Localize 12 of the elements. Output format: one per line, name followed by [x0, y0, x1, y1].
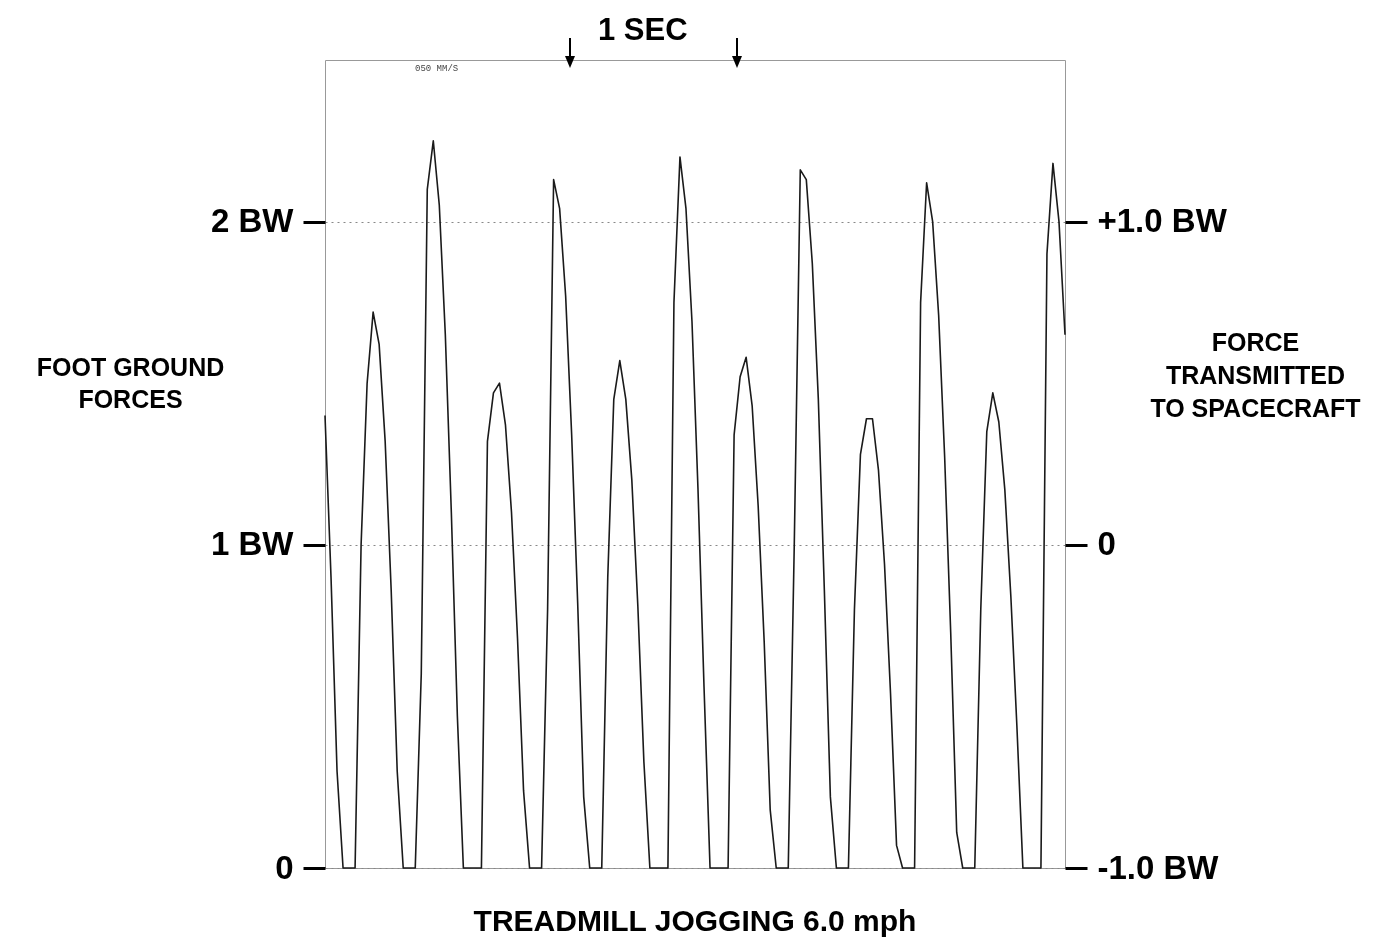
line-series [324, 140, 1066, 869]
annotation: 050 MM/S [415, 64, 459, 74]
y-tick-label: 1 BW [211, 525, 295, 563]
text: TREADMILL JOGGING 6.0 mph [473, 904, 917, 937]
y-tick-label: 2 BW [211, 202, 295, 240]
y-tick-label: 0 [275, 848, 294, 886]
y2-tick-label: -1.0 BW [1097, 848, 1220, 886]
y2-axis-title: FORCE TRANSMITTED TO SPACECRAFT [1150, 327, 1361, 422]
y2-tick-label: 0 [1097, 525, 1116, 563]
text: 1 SEC [598, 12, 688, 48]
y2-tick-label: +1.0 BW [1097, 202, 1228, 240]
y-axis-title: FOOT GROUND FORCES [36, 352, 225, 413]
